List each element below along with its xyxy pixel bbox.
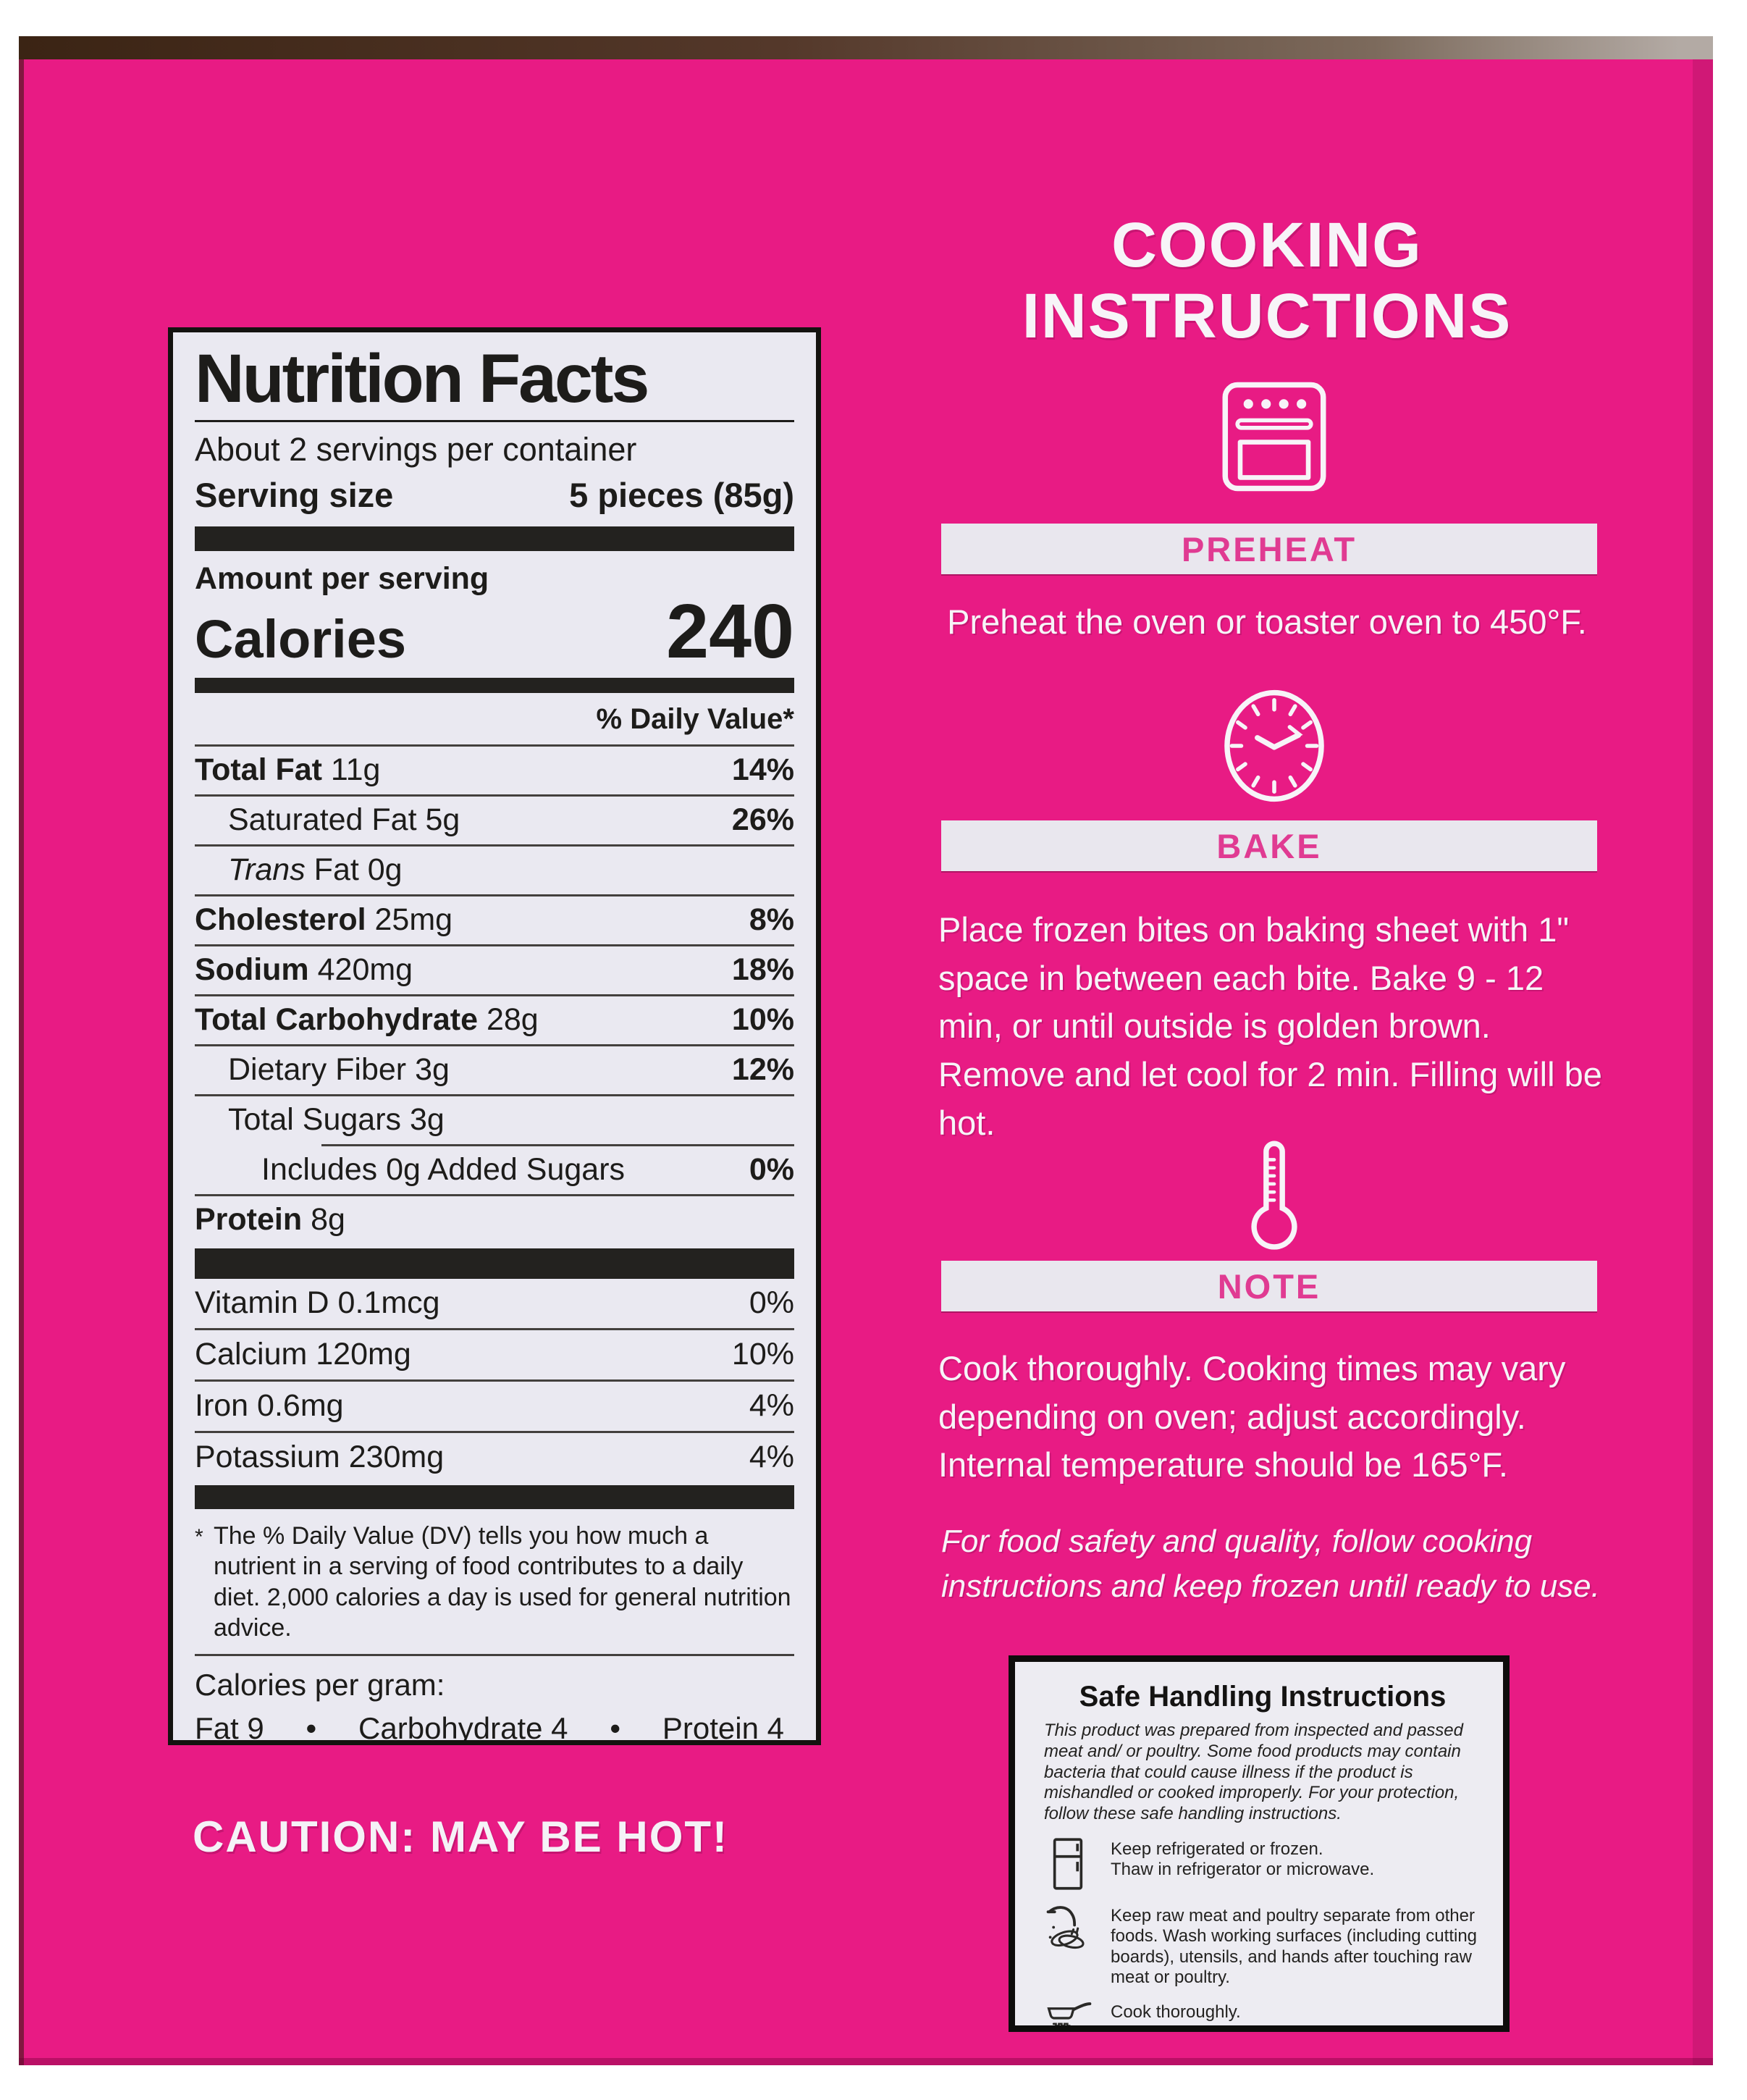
calories-label: Calories [195, 609, 407, 670]
nutrient-row-cholesterol: Cholesterol 25mg 8% [195, 902, 794, 937]
preheat-body: Preheat the oven or toaster oven to 450°… [947, 602, 1587, 641]
nutrient-row-total-fat: Total Fat 11g 14% [195, 752, 794, 787]
preheat-heading: PREHEAT [1181, 529, 1357, 568]
food-safety-footer: For food safety and quality, follow cook… [941, 1524, 1600, 1605]
safe-handling-text: Cook thoroughly. [1111, 2002, 1241, 2023]
bake-body: Place frozen bites on baking sheet with … [938, 910, 1602, 1142]
box-top-edge [19, 36, 1713, 59]
safe-handling-item-refrigerate: Keep refrigerated or frozen. Thaw in ref… [1044, 1836, 1481, 1891]
nutrient-row-dietary-fiber: Dietary Fiber 3g 12% [228, 1051, 794, 1087]
hairline [195, 844, 794, 847]
nutrient-row-trans-fat: Trans Fat 0g [228, 852, 403, 887]
thick-bar [195, 1248, 794, 1279]
safe-handling-text: Keep raw meat and poultry separate from … [1111, 1905, 1478, 1987]
vitamin-row-calcium: Calcium 120mg 10% [195, 1336, 794, 1372]
calories-row: Calories 240 [195, 589, 794, 675]
dv-value: 18% [731, 952, 794, 987]
refrigerator-icon [1044, 1836, 1092, 1891]
hairline [195, 1379, 794, 1382]
daily-value-header: % Daily Value* [596, 702, 794, 735]
hairline [195, 994, 794, 996]
vitamin-row-iron: Iron 0.6mg 4% [195, 1387, 794, 1423]
hairline [195, 1093, 794, 1096]
bake-heading: BAKE [1216, 826, 1322, 865]
hairline [195, 744, 794, 747]
hairline [195, 1193, 794, 1196]
daily-value-footnote: * The % Daily Value (DV) tells you how m… [195, 1521, 791, 1642]
caution-text: CAUTION: MAY BE HOT! [193, 1813, 729, 1861]
preheat-banner: PREHEAT [941, 524, 1597, 574]
serving-size-label: Serving size [195, 476, 394, 515]
calories-per-gram-label: Calories per gram: [195, 1667, 445, 1702]
calories-value: 240 [666, 589, 794, 675]
safe-handling-item-wash: Keep raw meat and poultry separate from … [1044, 1903, 1481, 1988]
amount-per-serving: Amount per serving [195, 561, 489, 597]
nutrient-row-carbohydrate: Total Carbohydrate 28g 10% [195, 1001, 794, 1037]
safe-handling-box: Safe Handling Instructions This product … [1009, 1655, 1510, 2032]
hairline [195, 894, 794, 896]
nutrient-row-protein: Protein 8g [195, 1201, 345, 1237]
hairline [195, 1430, 794, 1433]
dv-value: 4% [749, 1439, 794, 1474]
dv-value: 4% [749, 1387, 794, 1423]
dv-value: 10% [731, 1001, 794, 1037]
bake-banner: BAKE [941, 820, 1597, 871]
nutrient-row-total-sugars: Total Sugars 3g [228, 1101, 445, 1137]
dv-value: 8% [749, 902, 794, 937]
oven-icon [1219, 379, 1329, 494]
clock-icon [1217, 685, 1331, 807]
medium-bar [195, 677, 794, 693]
safe-handling-intro: This product was prepared from inspected… [1044, 1721, 1463, 1824]
note-body: Cook thoroughly. Cooking times may vary … [938, 1349, 1566, 1484]
hairline [195, 1043, 794, 1046]
thick-bar [195, 526, 794, 552]
dv-value: 14% [731, 752, 794, 787]
wash-hands-icon [1044, 1903, 1092, 1949]
dv-value: 0% [749, 1285, 794, 1320]
thermometer-icon [1244, 1135, 1305, 1251]
hairline [195, 794, 794, 797]
nutrient-row-sodium: Sodium 420mg 18% [195, 952, 794, 987]
hairline [195, 944, 794, 946]
serving-size-row: Serving size 5 pieces (85g) [195, 475, 794, 515]
box-left-edge [19, 59, 24, 2065]
serving-size-value: 5 pieces (85g) [569, 476, 794, 515]
dv-value: 12% [731, 1051, 794, 1087]
nutrition-facts-title: Nutrition Facts [195, 340, 649, 417]
nutrient-row-added-sugars: Includes 0g Added Sugars 0% [261, 1151, 794, 1187]
note-heading: NOTE [1217, 1267, 1321, 1306]
hairline-inset [321, 1143, 794, 1146]
safe-handling-title: Safe Handling Instructions [1079, 1681, 1447, 1713]
dv-value: 26% [731, 802, 794, 837]
vitamin-row-vitamin-d: Vitamin D 0.1mcg 0% [195, 1285, 794, 1320]
safe-handling-text: Keep refrigerated or frozen. Thaw in ref… [1111, 1839, 1375, 1880]
safe-handling-item-cook: Cook thoroughly. [1044, 1999, 1481, 2025]
cooking-instructions-title: COOKING INSTRUCTIONS [1022, 210, 1512, 352]
box-right-edge [1693, 59, 1713, 2065]
divider [195, 419, 794, 422]
vitamin-row-potassium: Potassium 230mg 4% [195, 1439, 794, 1474]
servings-per-container: About 2 servings per container [195, 430, 637, 468]
hairline [195, 1327, 794, 1330]
hairline [195, 1653, 794, 1656]
note-banner: NOTE [941, 1261, 1597, 1311]
nutrition-facts-label: Nutrition Facts About 2 servings per con… [168, 327, 821, 1745]
frying-pan-icon [1044, 1999, 1092, 2025]
dv-value: 10% [731, 1336, 794, 1372]
dv-value: 0% [749, 1151, 794, 1187]
nutrient-row-saturated-fat: Saturated Fat 5g 26% [228, 802, 794, 837]
medium-bar [195, 1484, 794, 1509]
box-bottom-edge [19, 2058, 1713, 2065]
calories-per-gram-row: Fat 9 • Carbohydrate 4 • Protein 4 [195, 1710, 784, 1745]
